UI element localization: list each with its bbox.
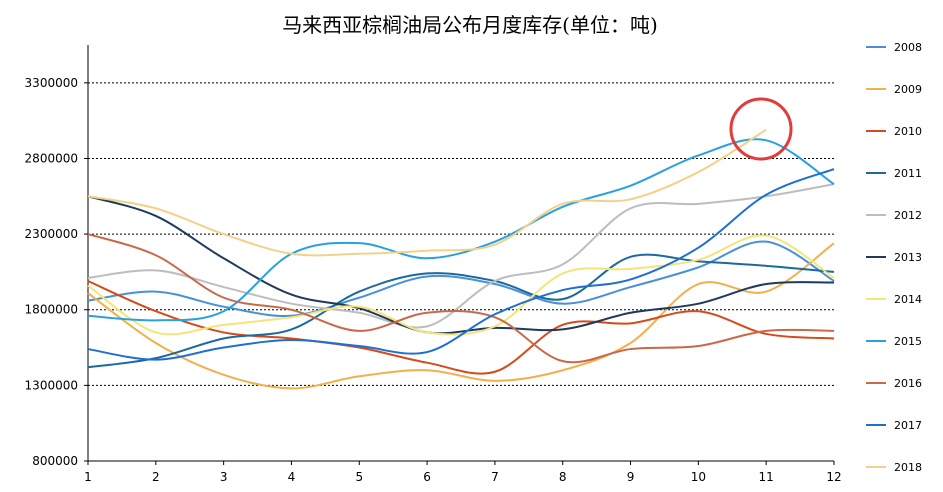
y-tick-label: 3300000 (25, 76, 78, 90)
series-lines (87, 128, 835, 390)
x-tick-label: 9 (627, 470, 635, 484)
series-line-2015 (87, 138, 835, 322)
x-tick-label: 6 (423, 470, 431, 484)
x-tick-label: 4 (288, 470, 296, 484)
series-line-2009 (87, 242, 835, 390)
legend-label-2015: 2015 (894, 335, 922, 348)
y-tick-label: 2800000 (25, 151, 78, 165)
series-line-2016 (87, 233, 835, 364)
series-line-2014 (87, 234, 835, 336)
x-tick-label: 10 (691, 470, 706, 484)
y-tick-label: 1300000 (25, 378, 78, 392)
y-axis-ticks: 800000 1300000 1800000 2300000 2800000 330000… (25, 76, 88, 468)
legend-label-2013: 2013 (894, 251, 922, 264)
series-line-2013 (87, 195, 835, 335)
series-line-2018 (87, 128, 767, 257)
legend-label-2016: 2016 (894, 377, 922, 390)
gridlines (88, 82, 834, 386)
legend-label-2017: 2017 (894, 419, 922, 432)
y-tick-label: 1800000 (25, 303, 78, 317)
x-tick-label: 2 (152, 470, 160, 484)
y-tick-label: 800000 (32, 454, 78, 468)
series-line-2010 (87, 280, 835, 375)
legend: 2008 2009 2010 2011 2012 2013 2014 2015 2016 2017… (866, 41, 922, 474)
axes (87, 45, 834, 462)
x-tick-label: 3 (220, 470, 228, 484)
x-tick-label: 8 (559, 470, 567, 484)
series-line-2012 (87, 183, 835, 329)
x-tick-label: 12 (826, 470, 841, 484)
legend-label-2014: 2014 (894, 293, 922, 306)
highlight-circle (729, 97, 793, 161)
x-tick-label: 11 (759, 470, 774, 484)
x-tick-label: 1 (84, 470, 92, 484)
x-tick-label: 7 (491, 470, 499, 484)
y-tick-label: 2300000 (25, 227, 78, 241)
legend-label-2012: 2012 (894, 209, 922, 222)
x-axis-ticks: 1 2 3 4 5 6 7 8 9 10 11 12 (84, 461, 842, 484)
legend-label-2008: 2008 (894, 41, 922, 54)
series-line-2017 (87, 168, 835, 361)
legend-label-2009: 2009 (894, 83, 922, 96)
x-tick-label: 5 (355, 470, 363, 484)
chart-title: 马来西亚棕榈油局公布月度库存(单位：吨) (282, 13, 658, 37)
series-line-2011 (87, 253, 835, 369)
legend-label-2011: 2011 (894, 167, 922, 180)
legend-label-2018: 2018 (894, 461, 922, 474)
legend-label-2010: 2010 (894, 125, 922, 138)
